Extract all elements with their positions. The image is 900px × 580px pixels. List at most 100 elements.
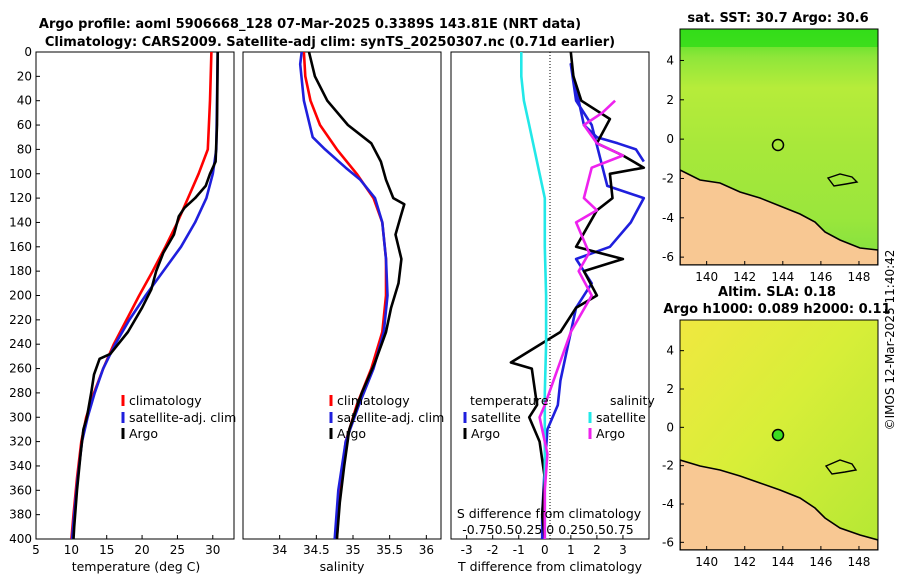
legend-label-s-satellite: satellite: [596, 410, 646, 425]
s-difference-label: S difference from climatology: [457, 506, 642, 521]
sla-lon-ticks: 140 142 144 146 148: [695, 546, 870, 569]
sst-map-frame: [679, 28, 879, 266]
sst-lat-ticks: 4 2 0 -2 -4 -6: [662, 53, 684, 264]
new-guinea-coast: [680, 169, 878, 265]
temperature-axes-frame: [35, 51, 235, 540]
depth-tick-labels: 0 20 40 60 80 100 120 140 160 180 200 220 240 260 280 3…: [9, 45, 40, 546]
x-tick-label: 2: [593, 543, 601, 557]
header-line-1: Argo profile: aoml 5906668_128 07-Mar-20…: [39, 17, 581, 32]
lon-tick-label: 142: [733, 270, 756, 284]
salinity-tick-labels: 34 34.5 35 35.5 36: [272, 535, 434, 557]
lon-tick-label: 142: [733, 555, 756, 569]
legend-label-argo: Argo: [129, 426, 158, 441]
salinity-panel: 34 34.5 35 35.5 36 salinity climatology sate…: [242, 51, 444, 574]
lon-tick-label: 144: [771, 270, 794, 284]
legend-label-t-argo: Argo: [471, 426, 500, 441]
y-tick-label: 280: [9, 386, 32, 400]
lat-tick-label: -6: [662, 535, 674, 549]
lat-tick-label: 4: [666, 53, 674, 67]
lon-tick-label: 140: [695, 555, 718, 569]
salinity-series: [298, 52, 406, 539]
island-outline: [826, 173, 859, 187]
series-s-satellite: [519, 52, 548, 539]
y-tick-label: 120: [9, 191, 32, 205]
y-tick-label: 220: [9, 313, 32, 327]
y-tick-label: 180: [9, 264, 32, 278]
temperature-series: [70, 52, 219, 539]
lon-tick-label: 140: [695, 270, 718, 284]
argo-position-marker: [771, 138, 785, 152]
lon-tick-label: 146: [809, 555, 832, 569]
lat-tick-label: -4: [662, 497, 674, 511]
legend-label-climatology: climatology: [337, 393, 410, 408]
legend-label-salinity: salinity: [610, 393, 655, 408]
y-tick-label: 100: [9, 167, 32, 181]
lat-tick-label: 4: [666, 344, 674, 358]
y-tick-label: 260: [9, 362, 32, 376]
temperature-panel: 0 20 40 60 80 100 120 140 160 180 200 220 240 260 280 3…: [9, 45, 236, 574]
lat-tick-label: 2: [666, 93, 674, 107]
x-tick-label: 5: [32, 543, 40, 557]
x-tick-label: 15: [99, 543, 114, 557]
x-tick-label: -2: [487, 543, 499, 557]
y-tick-label: 40: [17, 94, 32, 108]
x-tick-label: -1: [513, 543, 525, 557]
series-t-argo: [509, 52, 646, 539]
y-tick-label: 360: [9, 483, 32, 497]
sst-lon-ticks: 140 142 144 146 148: [695, 261, 870, 284]
x-tick-label: 3: [619, 543, 627, 557]
y-tick-label: 340: [9, 459, 32, 473]
sst-map-title: sat. SST: 30.7 Argo: 30.6: [687, 11, 868, 26]
x-tick-label: 34: [272, 543, 287, 557]
legend-label-temperature: temperature: [470, 393, 549, 408]
y-tick-label: 20: [17, 69, 32, 83]
series-t-satellite: [540, 62, 646, 539]
lat-tick-label: -2: [662, 459, 674, 473]
y-tick-label: 0: [24, 45, 32, 59]
lat-tick-label: -6: [662, 250, 674, 264]
sla-map-frame: [679, 319, 879, 551]
lat-tick-label: -2: [662, 171, 674, 185]
legend-label-climatology: climatology: [129, 393, 202, 408]
series-argo: [72, 52, 219, 539]
lat-tick-label: 0: [666, 132, 674, 146]
x-tick-label: 25: [170, 543, 185, 557]
y-tick-label: 160: [9, 240, 32, 254]
difference-series: [509, 52, 646, 539]
series-s-argo: [538, 99, 625, 539]
x-tick-label: -3: [461, 543, 473, 557]
legend-label-argo: Argo: [337, 426, 366, 441]
lon-tick-label: 148: [848, 270, 871, 284]
island-outline: [824, 459, 858, 475]
x-tick-label: 30: [205, 543, 220, 557]
x-tick-label: 0: [541, 543, 549, 557]
header-line-2: Climatology: CARS2009. Satellite-adj cli…: [45, 35, 615, 50]
lat-tick-label: 0: [666, 420, 674, 434]
s-difference-ticks: -0.750.50.25 0 0.250.50.75: [462, 522, 634, 537]
y-tick-label: 140: [9, 215, 32, 229]
lon-tick-label: 144: [771, 555, 794, 569]
x-tick-label: 35.5: [376, 543, 403, 557]
lat-tick-label: -4: [662, 211, 674, 225]
legend-label-satellite-adj: satellite-adj. clim: [337, 410, 444, 425]
y-tick-label: 60: [17, 118, 32, 132]
x-tick-label: 35: [345, 543, 360, 557]
difference-panel: -3 -2 -1 0 1 2 3 T difference from climatology…: [450, 51, 655, 574]
legend-label-s-argo: Argo: [596, 426, 625, 441]
salinity-xlabel: salinity: [320, 559, 365, 574]
series-argo: [307, 52, 406, 539]
x-tick-label: 36: [419, 543, 434, 557]
y-tick-label: 240: [9, 337, 32, 351]
sla-map: Altim. SLA: 0.18 Argo h1000: 0.089 h2000…: [662, 285, 891, 569]
sst-warm-band: [680, 29, 878, 47]
x-tick-label: 20: [134, 543, 149, 557]
y-tick-label: 320: [9, 435, 32, 449]
imos-timestamp: ©IMOS 12-Mar-2025 11:40:42: [883, 250, 897, 431]
y-tick-label: 380: [9, 508, 32, 522]
temperature-legend: climatology satellite-adj. clim Argo: [121, 393, 236, 441]
t-difference-tick-labels: -3 -2 -1 0 1 2 3: [461, 535, 627, 557]
y-tick-label: 300: [9, 410, 32, 424]
difference-xlabel: T difference from climatology: [457, 559, 643, 574]
lon-tick-label: 148: [848, 555, 871, 569]
